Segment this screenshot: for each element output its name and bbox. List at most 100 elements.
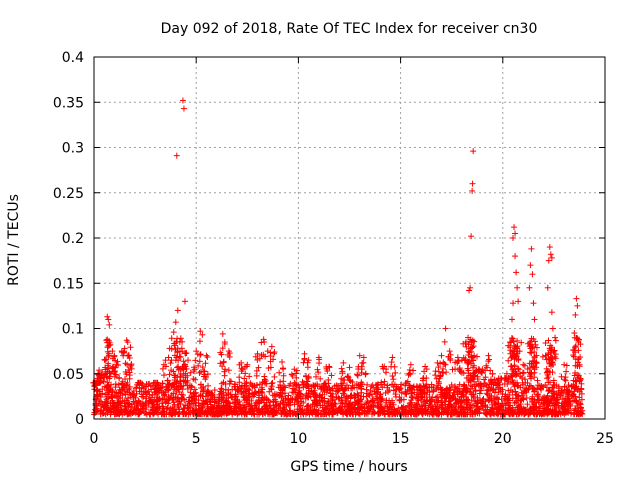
data-point — [374, 402, 381, 409]
data-point — [562, 395, 569, 402]
data-point — [514, 398, 521, 405]
data-point — [573, 295, 580, 302]
data-point — [170, 368, 177, 375]
data-point — [121, 348, 128, 355]
data-point — [396, 397, 403, 404]
data-point — [205, 382, 212, 389]
data-point — [474, 376, 481, 383]
data-point — [445, 398, 452, 405]
data-point — [109, 405, 116, 412]
data-point — [177, 353, 184, 360]
data-point — [336, 405, 343, 412]
data-point — [126, 375, 133, 382]
data-point — [328, 393, 335, 400]
data-point — [574, 371, 581, 378]
data-point — [439, 402, 446, 409]
data-point — [275, 384, 282, 391]
data-point — [375, 409, 382, 416]
data-point — [516, 348, 523, 355]
data-point — [260, 336, 267, 343]
data-point — [360, 359, 367, 366]
data-point — [363, 386, 370, 393]
data-point — [511, 362, 518, 369]
data-point — [572, 406, 579, 413]
data-point — [323, 383, 330, 390]
data-point — [410, 367, 417, 374]
data-point — [466, 358, 473, 365]
data-point — [467, 401, 474, 408]
data-point — [188, 383, 195, 390]
data-point — [114, 358, 121, 365]
data-point — [281, 406, 288, 413]
data-point — [430, 388, 437, 395]
data-point — [508, 316, 515, 323]
data-point — [548, 254, 555, 261]
data-point — [160, 372, 167, 379]
data-point — [389, 354, 396, 361]
data-point — [335, 395, 342, 402]
data-point — [471, 352, 478, 359]
data-point — [356, 352, 363, 359]
data-point — [94, 391, 101, 398]
data-point — [413, 383, 420, 390]
data-point — [119, 398, 126, 405]
data-point — [523, 389, 530, 396]
data-point — [256, 400, 263, 407]
data-point — [358, 409, 365, 416]
data-point — [520, 361, 527, 368]
data-point — [129, 401, 136, 408]
x-tick-label: 20 — [494, 431, 512, 447]
data-point — [168, 411, 175, 418]
data-point — [185, 411, 192, 418]
data-point — [346, 364, 353, 371]
data-point — [198, 385, 205, 392]
data-point — [241, 411, 248, 418]
x-tick-label: 10 — [289, 431, 307, 447]
data-point — [523, 406, 530, 413]
data-point — [562, 409, 569, 416]
data-point — [339, 370, 346, 377]
data-point — [200, 401, 207, 408]
data-point — [124, 389, 131, 396]
data-point — [325, 399, 332, 406]
data-point — [163, 405, 170, 412]
data-point — [272, 408, 279, 415]
data-point — [175, 404, 182, 411]
data-point — [371, 388, 378, 395]
data-point — [503, 376, 510, 383]
data-point — [261, 376, 268, 383]
data-point — [226, 400, 233, 407]
data-point — [534, 377, 541, 384]
data-point — [231, 381, 238, 388]
data-point — [512, 388, 519, 395]
data-point — [511, 383, 518, 390]
data-point — [448, 403, 455, 410]
data-point — [533, 360, 540, 367]
data-point — [515, 298, 522, 305]
data-point — [458, 390, 465, 397]
data-point — [390, 383, 397, 390]
data-point — [509, 335, 516, 342]
data-point — [539, 353, 546, 360]
data-point — [533, 404, 540, 411]
data-point — [244, 361, 251, 368]
data-point — [321, 388, 328, 395]
data-point — [510, 300, 517, 307]
data-point — [527, 371, 534, 378]
data-point — [102, 400, 109, 407]
data-point — [262, 353, 269, 360]
data-point — [479, 397, 486, 404]
data-point — [378, 379, 385, 386]
data-point — [282, 410, 289, 417]
data-point — [225, 407, 232, 414]
data-point — [386, 404, 393, 411]
data-point — [174, 307, 181, 314]
data-point — [239, 402, 246, 409]
data-point — [533, 411, 540, 418]
data-point — [221, 372, 228, 379]
data-point — [141, 388, 148, 395]
data-point — [549, 369, 556, 376]
data-point — [439, 393, 446, 400]
data-point — [196, 338, 203, 345]
data-point — [203, 352, 210, 359]
